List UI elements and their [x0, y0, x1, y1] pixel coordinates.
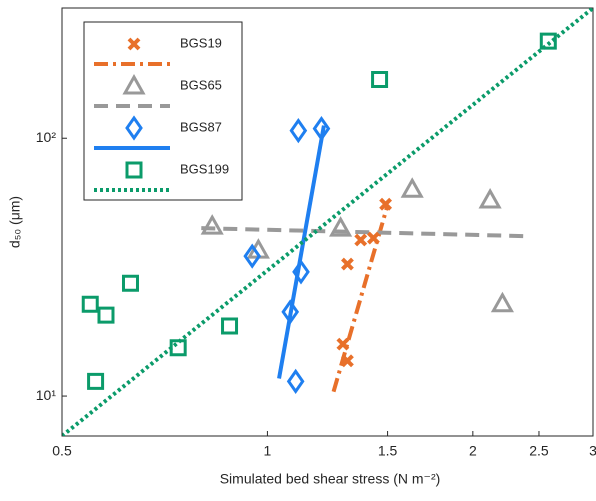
marker	[289, 118, 308, 144]
marker	[312, 115, 331, 142]
marker	[122, 73, 146, 95]
marker	[127, 37, 141, 51]
marker	[221, 317, 239, 335]
marker	[81, 295, 99, 313]
plot-frame	[61, 7, 594, 437]
fit-line	[201, 226, 527, 239]
legend-label: BGS87	[180, 119, 222, 134]
marker	[281, 299, 300, 325]
marker	[292, 259, 310, 285]
marker	[539, 32, 557, 50]
legend-label: BGS65	[180, 77, 222, 92]
marker	[87, 372, 105, 390]
marker	[478, 187, 502, 209]
marker	[200, 214, 224, 235]
marker	[97, 306, 115, 324]
x-tick-label: 1.5	[378, 443, 398, 459]
legend: BGS19 BGS65 BGS87 BGS199	[83, 21, 243, 201]
marker	[125, 115, 143, 141]
legend-label: BGS19	[180, 35, 222, 50]
legend-box	[83, 21, 243, 201]
x-tick-label: 0.5	[52, 443, 72, 459]
x-tick-label: 2.5	[529, 443, 549, 459]
x-tick-label: 2	[469, 443, 477, 459]
plot-area	[62, 8, 593, 436]
marker	[169, 339, 187, 357]
marker	[243, 243, 262, 269]
x-tick-label: 1	[264, 443, 272, 459]
marker	[286, 368, 305, 395]
marker	[341, 354, 354, 368]
marker	[367, 231, 380, 245]
marker	[125, 161, 143, 179]
legend-label: BGS199	[180, 161, 229, 176]
x-axis-label: Simulated bed shear stress (N m⁻²)	[220, 471, 441, 487]
marker	[490, 291, 514, 313]
y-axis-label: d₅₀ (μm)	[7, 196, 23, 248]
marker	[336, 337, 350, 351]
marker	[379, 197, 393, 211]
marker	[329, 216, 353, 237]
fit-line	[277, 125, 326, 379]
marker	[121, 274, 139, 292]
marker	[371, 70, 389, 88]
marker	[354, 233, 368, 247]
fit-line	[331, 204, 390, 393]
y-tick-label: 10¹	[36, 387, 57, 403]
marker	[341, 257, 354, 271]
x-tick-label: 3	[589, 443, 596, 459]
y-tick-label: 10²	[36, 129, 57, 145]
marker	[400, 177, 424, 198]
